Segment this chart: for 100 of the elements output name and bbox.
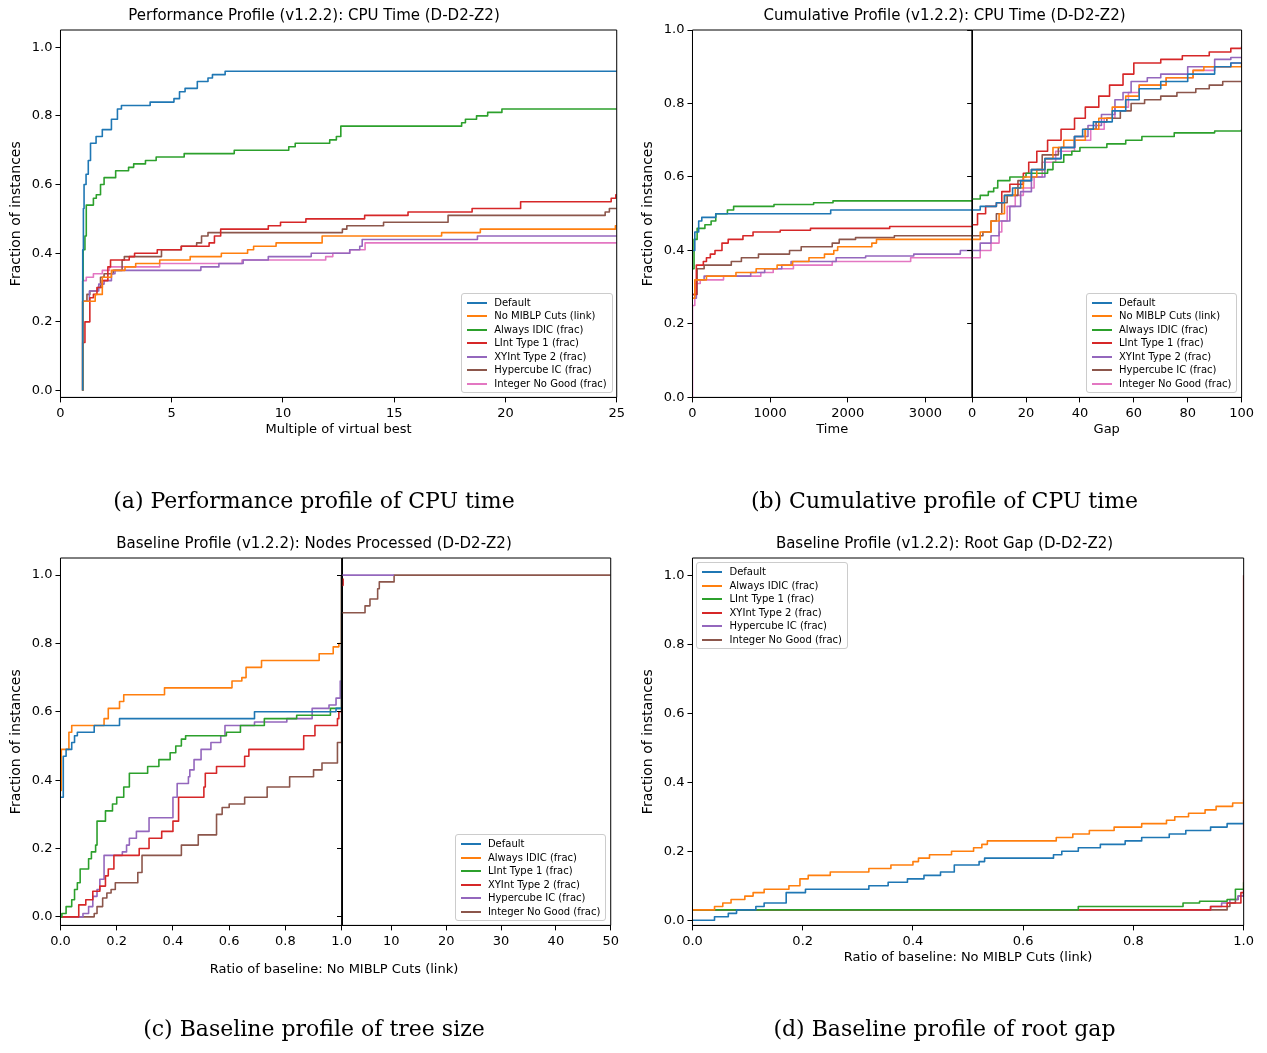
y-tick-label: 0.2	[31, 839, 53, 855]
x-tick-label: 0.6	[218, 932, 240, 948]
y-tick-label: 0.8	[31, 107, 53, 123]
x-tick-label: 5	[167, 404, 176, 420]
x-tick-label: 80	[1179, 404, 1196, 420]
legend-label: Default	[1118, 296, 1156, 308]
text: (c) Baseline profile of tree size	[142, 1016, 486, 1041]
y-tick-label: 1.0	[663, 21, 685, 37]
legend-label: XYInt Type 2 (frac)	[494, 350, 587, 362]
x-axis-title: Ratio of baseline: No MIBLP Cuts (link)	[208, 961, 460, 977]
x-tick-label: 30	[492, 932, 509, 948]
text: (b) Cumulative profile of CPU time	[749, 488, 1140, 513]
x-tick-label: 0.0	[682, 932, 703, 948]
y-axis-title: Fraction of instances	[7, 141, 24, 287]
x-tick-label: 15	[385, 404, 403, 420]
x-axis-title: Ratio of baseline: No MIBLP Cuts (link)	[842, 949, 1094, 965]
y-tick-label: 1.0	[31, 38, 53, 54]
legend-label: LInt Type 1 (frac)	[494, 337, 579, 349]
x-tick-label: 3000	[908, 404, 942, 420]
x-tick-label: 0.2	[792, 932, 814, 948]
x-tick-label: 10	[274, 404, 292, 420]
y-axis-title: Fraction of instances	[7, 669, 24, 815]
x-tick-label: 20	[1017, 404, 1035, 420]
x-tick-label: 1000	[753, 404, 787, 420]
legend-label: Integer No Good (frac)	[487, 905, 601, 917]
y-tick-label: 0.6	[31, 175, 53, 191]
chart-title: Baseline Profile (v1.2.2): Root Gap (D-D2-Z2)	[774, 534, 1115, 552]
x-tick-label: 100	[1229, 404, 1254, 420]
y-tick-label: 0.4	[31, 771, 53, 787]
y-tick-label: 0.8	[663, 94, 685, 110]
legend-label: Default	[487, 838, 525, 850]
y-tick-label: 0.4	[663, 241, 685, 257]
y-tick-label: 0.6	[663, 704, 685, 720]
x-tick-label: 0.8	[275, 932, 296, 948]
x-tick-label: 0.0	[50, 932, 71, 948]
x-tick-label: 20	[437, 932, 455, 948]
x-tick-label: 0.8	[1123, 932, 1144, 948]
legend-label: LInt Type 1 (frac)	[487, 865, 573, 877]
y-tick-label: 1.0	[663, 566, 685, 582]
legend-label: Always IDIC (frac)	[1118, 323, 1209, 335]
y-tick-label: 0.8	[31, 634, 53, 650]
x-tick-label: 1.0	[1233, 932, 1255, 948]
legend-label: No MIBLP Cuts (link)	[1118, 310, 1221, 322]
y-tick-label: 0.6	[31, 703, 53, 719]
y-axis-title: Fraction of instances	[639, 669, 656, 815]
x-tick-label: 60	[1125, 404, 1142, 420]
legend-label: XYInt Type 2 (frac)	[729, 606, 822, 618]
x-tick-label: 20	[497, 404, 514, 420]
y-axis-title: Fraction of instances	[639, 141, 656, 287]
x-axis-title: Multiple of virtual best	[264, 421, 413, 437]
y-tick-label: 1.0	[31, 566, 53, 582]
x-tick-label: 40	[547, 932, 564, 948]
legend-label: Hypercube IC (frac)	[494, 364, 592, 376]
x-tick-label: 1.0	[331, 932, 353, 948]
x-tick-label: 0.4	[902, 932, 924, 948]
text: (a) Performance profile of CPU time	[112, 488, 516, 513]
legend-label: Always IDIC (frac)	[494, 323, 584, 335]
legend-label: Hypercube IC (frac)	[729, 620, 827, 631]
y-tick-label: 0.2	[31, 313, 53, 329]
y-tick-label: 0.0	[663, 388, 685, 404]
legend-label: Integer No Good (frac)	[1118, 377, 1232, 389]
x-tick-label: 0	[56, 404, 65, 420]
legend-label: Default	[494, 296, 531, 308]
legend-label: No MIBLP Cuts (link)	[494, 310, 596, 322]
y-tick-label: 0.4	[31, 244, 53, 260]
x-tick-label: 0.6	[1012, 932, 1034, 948]
x-tick-label: 10	[382, 932, 400, 948]
chart-title: Baseline Profile (v1.2.2): Nodes Processed (D-D2-Z2)	[115, 534, 513, 552]
legend-label: XYInt Type 2 (frac)	[487, 878, 580, 890]
y-tick-label: 0.2	[663, 315, 685, 331]
legend-label: LInt Type 1 (frac)	[1118, 337, 1204, 349]
y-tick-label: 0.0	[31, 381, 53, 397]
y-tick-label: 0.6	[663, 168, 685, 184]
x-tick-label: 2000	[831, 404, 865, 420]
x-tick-label: 50	[602, 932, 619, 948]
x-tick-label: 40	[1071, 404, 1089, 420]
y-tick-label: 0.0	[663, 911, 685, 927]
y-tick-label: 0.0	[31, 908, 53, 924]
legend-label: Always IDIC (frac)	[487, 851, 577, 863]
x-tick-label: 0.2	[106, 932, 128, 948]
legend-label: Integer No Good (frac)	[494, 377, 607, 389]
legend-label: Integer No Good (frac)	[729, 633, 842, 645]
legend-label: Always IDIC (frac)	[729, 579, 819, 591]
chart-title: Cumulative Profile (v1.2.2): CPU Time (D-D2-Z2)	[763, 6, 1126, 24]
x-tick-label: 0	[688, 404, 697, 420]
legend-label: Hypercube IC (frac)	[487, 892, 586, 904]
legend-label: LInt Type 1 (frac)	[729, 593, 815, 604]
legend-label: XYInt Type 2 (frac)	[1118, 350, 1212, 362]
x-tick-label: 0.4	[162, 932, 184, 948]
x-axis-title: Gap	[1092, 421, 1121, 437]
chart-title: Performance Profile (v1.2.2): CPU Time (D-D2-Z2)	[127, 6, 501, 24]
y-tick-label: 0.4	[663, 773, 685, 789]
y-tick-label: 0.2	[663, 842, 685, 858]
x-axis-title: Time	[815, 421, 850, 437]
x-tick-label: 0	[967, 404, 977, 420]
y-tick-label: 0.8	[663, 635, 685, 651]
x-tick-label: 25	[608, 404, 625, 420]
text: (d) Baseline profile of root gap	[772, 1016, 1117, 1041]
legend-label: Hypercube IC (frac)	[1118, 364, 1217, 376]
legend-label: Default	[729, 566, 767, 577]
